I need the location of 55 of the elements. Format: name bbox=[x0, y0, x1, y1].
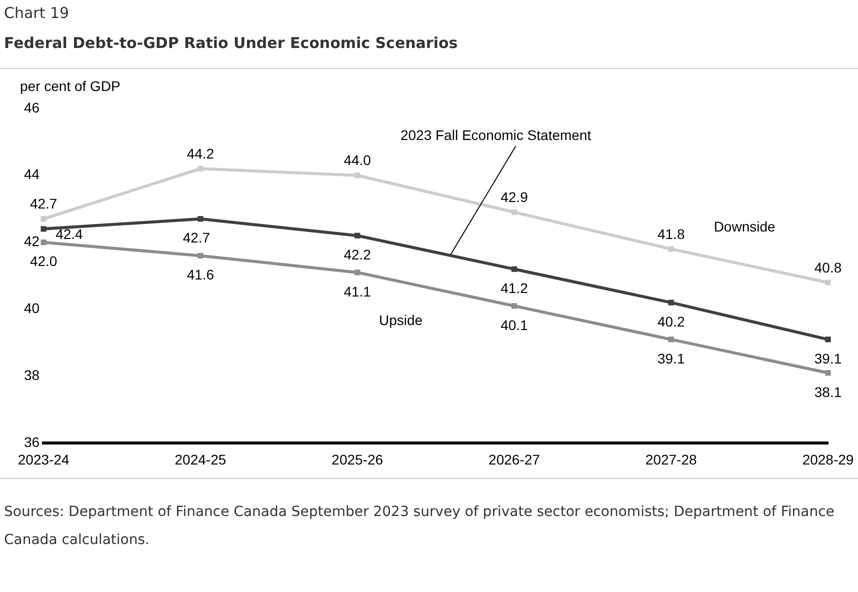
data-label: 42.2 bbox=[344, 246, 372, 262]
data-label: 41.6 bbox=[186, 266, 214, 283]
x-tick-label: 2028-29 bbox=[802, 451, 854, 468]
y-tick-label: 38 bbox=[24, 367, 40, 384]
point bbox=[825, 336, 831, 342]
data-label: 40.1 bbox=[500, 316, 528, 333]
x-tick-label: 2024-25 bbox=[174, 451, 226, 468]
data-label: 42.0 bbox=[30, 253, 58, 270]
y-tick-label: 44 bbox=[24, 166, 40, 182]
y-tick-label: 42 bbox=[24, 233, 40, 250]
data-label: 38.1 bbox=[814, 384, 842, 400]
point bbox=[668, 246, 674, 252]
point bbox=[40, 239, 46, 246]
point bbox=[354, 270, 360, 276]
point bbox=[511, 209, 518, 216]
data-label: 41.1 bbox=[344, 283, 372, 300]
point bbox=[40, 216, 46, 222]
x-tick-label: 2025-26 bbox=[332, 451, 384, 468]
data-label: 41.8 bbox=[657, 226, 685, 242]
point bbox=[825, 280, 831, 286]
source-note: Sources: Department of Finance Canada September 2023 survey of private sector economists; Department of Finance Canada calculations. bbox=[4, 503, 836, 550]
point bbox=[668, 300, 674, 306]
point bbox=[40, 226, 46, 232]
data-label: 40.8 bbox=[814, 259, 842, 276]
point bbox=[198, 216, 204, 222]
point bbox=[511, 303, 518, 309]
data-label: 42.4 bbox=[56, 226, 84, 242]
point bbox=[668, 336, 674, 342]
y-axis-title: per cent of GDP bbox=[20, 78, 120, 94]
data-label: 42.7 bbox=[182, 230, 210, 246]
data-label: 44.0 bbox=[344, 152, 372, 168]
point bbox=[354, 172, 360, 178]
x-tick-label: 2027-28 bbox=[645, 451, 698, 468]
y-tick-label: 36 bbox=[24, 434, 40, 450]
data-label: 40.2 bbox=[657, 313, 685, 330]
series-label: Downside bbox=[714, 218, 776, 235]
y-tick-label: 46 bbox=[24, 99, 40, 116]
x-tick-label: 2026-27 bbox=[488, 451, 540, 468]
chart-subtitle: Federal Debt-to-GDP Ratio Under Economic Scenarios bbox=[4, 34, 458, 52]
point bbox=[198, 252, 204, 259]
data-label: 42.9 bbox=[500, 189, 528, 206]
y-tick-label: 40 bbox=[24, 300, 40, 316]
data-label: 39.1 bbox=[814, 350, 842, 366]
data-label: 44.2 bbox=[186, 146, 214, 162]
data-label: 41.2 bbox=[500, 280, 528, 296]
series-label: Upside bbox=[378, 312, 423, 328]
point bbox=[198, 166, 204, 172]
x-tick-label: 2023-24 bbox=[18, 451, 70, 468]
point bbox=[825, 370, 831, 376]
data-label: 39.1 bbox=[657, 350, 685, 366]
point bbox=[511, 266, 518, 272]
point bbox=[354, 232, 360, 238]
chart-title: Chart 19 bbox=[4, 4, 70, 22]
text: 2023 Fall Economic Statement bbox=[400, 126, 592, 143]
data-label: 42.7 bbox=[30, 196, 58, 212]
